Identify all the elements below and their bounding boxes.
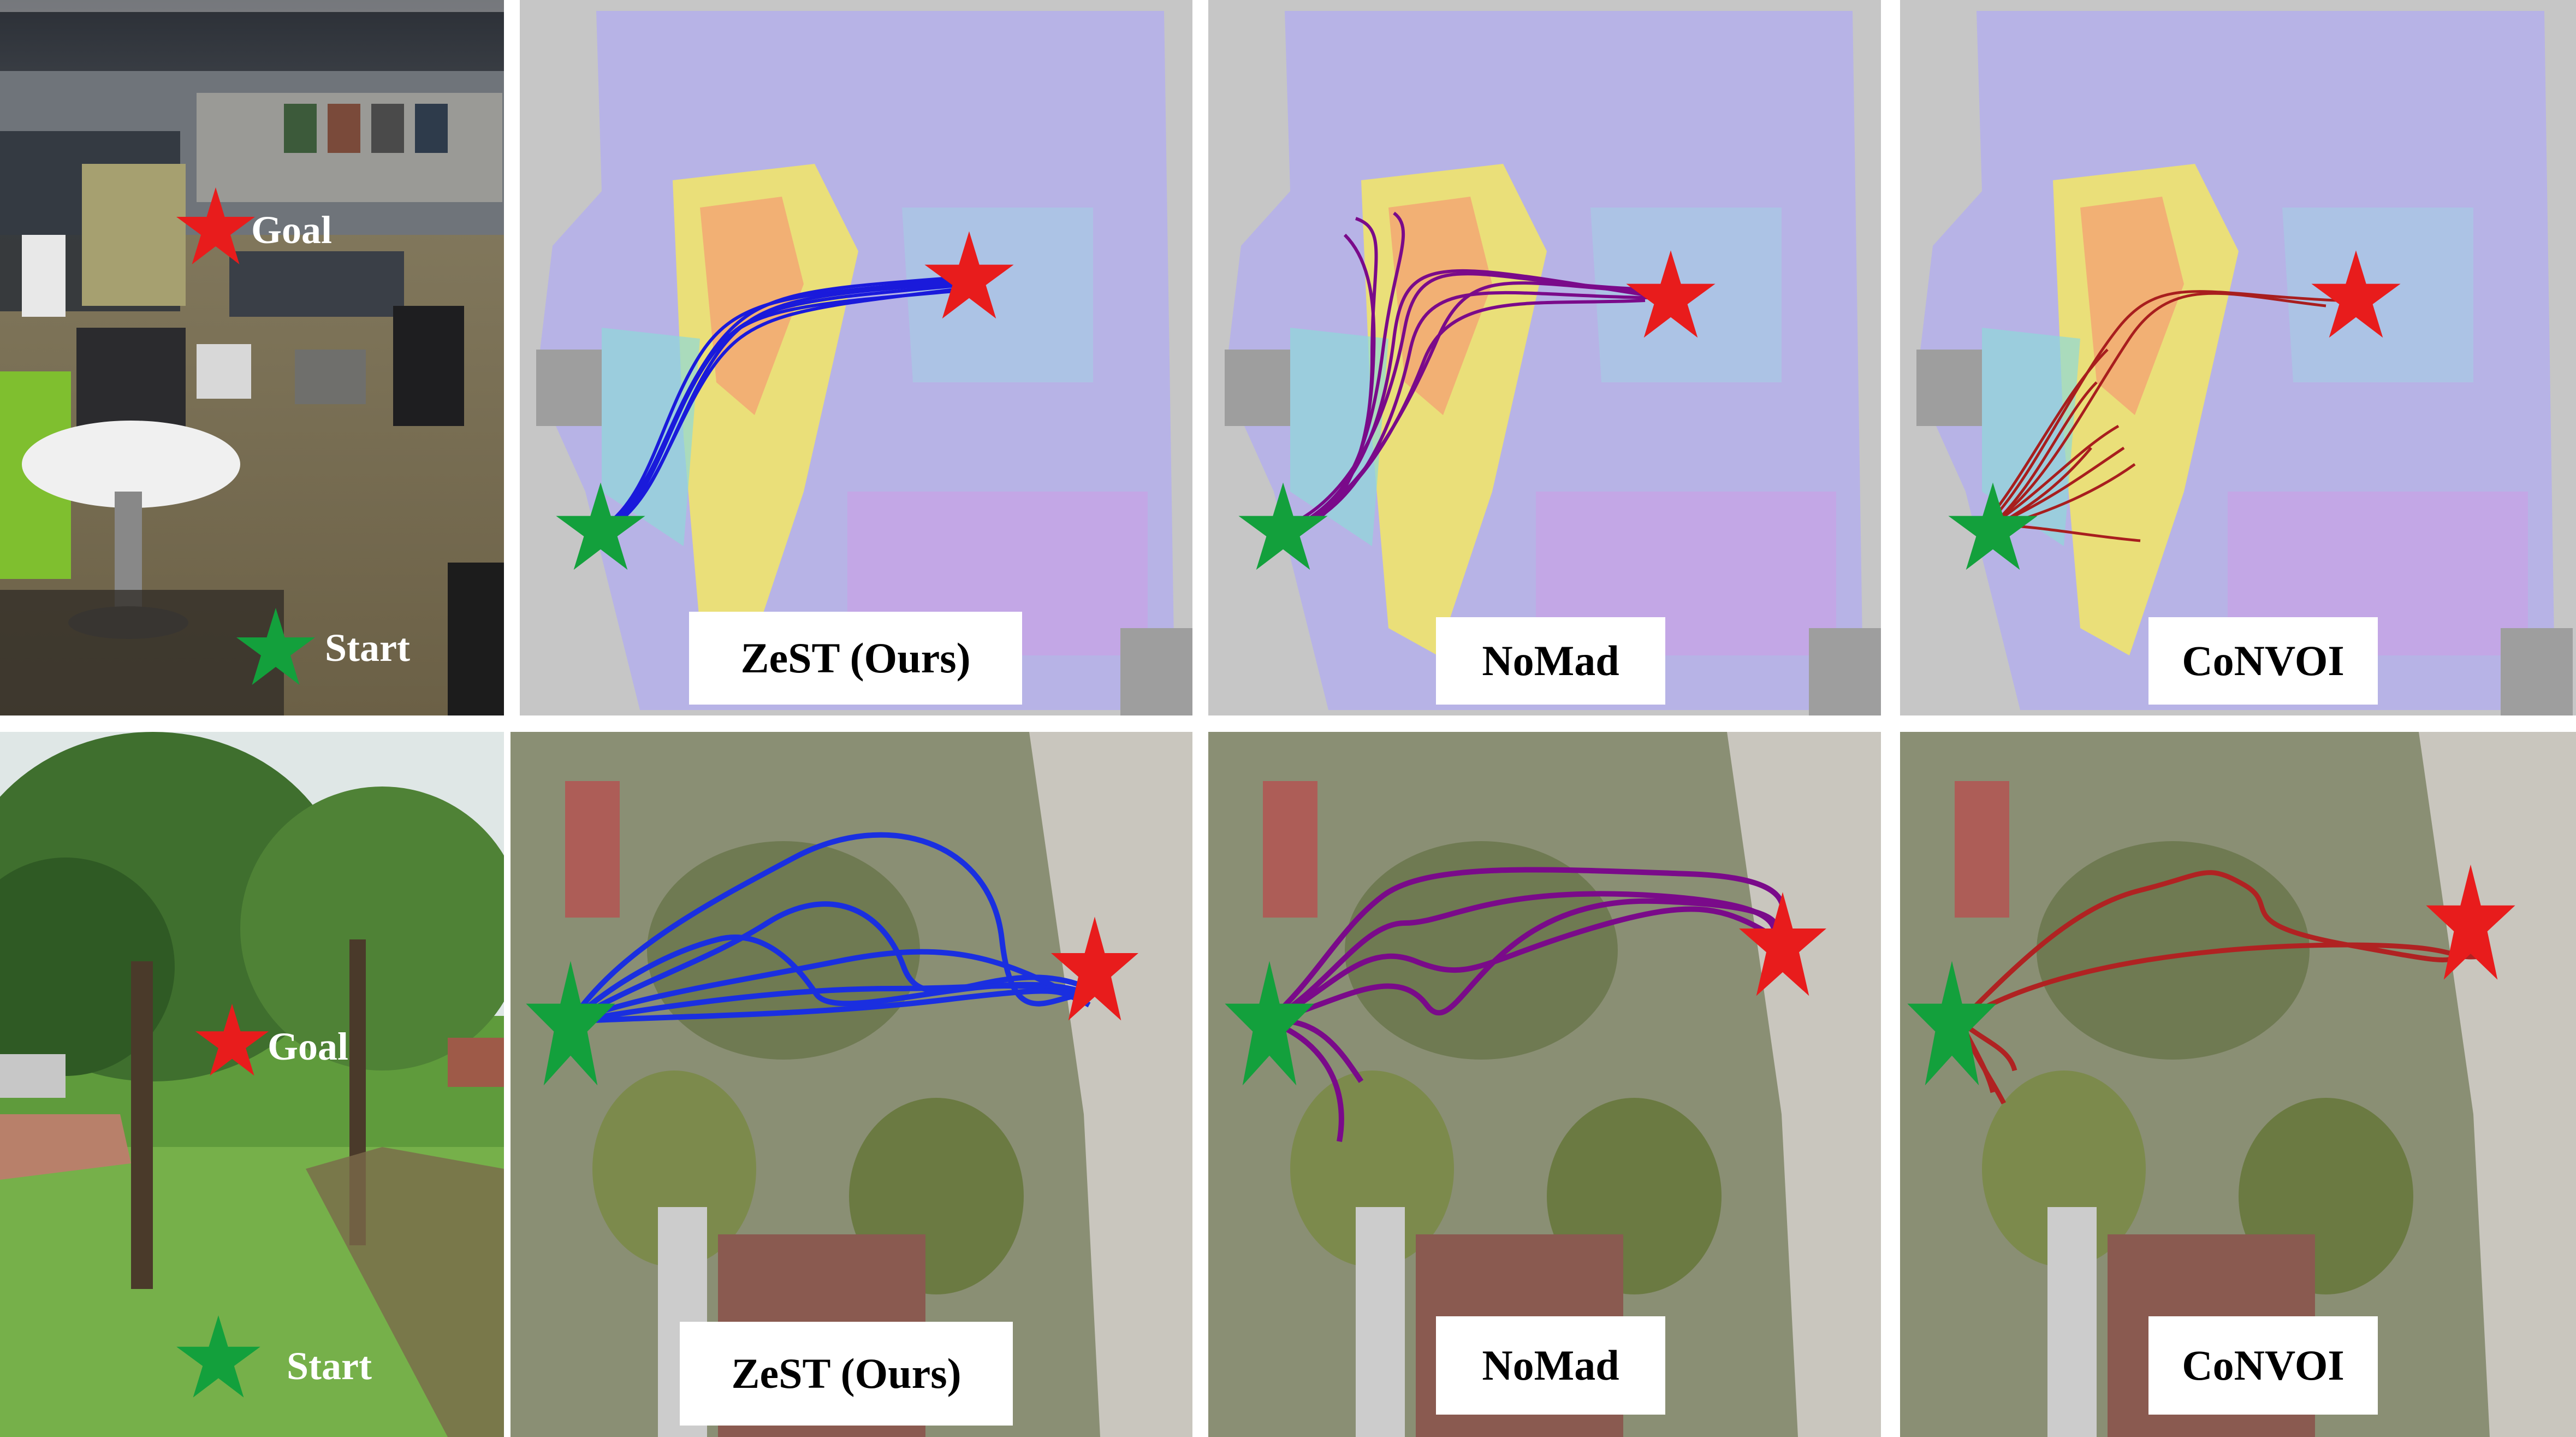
- row1-zest-map: [520, 0, 1192, 715]
- trajectory-path: [605, 285, 978, 533]
- trajectory-path: [1267, 891, 1788, 1024]
- row2-convoi-label: CoNVOI: [2148, 1316, 2378, 1415]
- row2-zest-goal-star-icon: [1051, 916, 1138, 1021]
- row2-scene-goal-star-icon: [195, 1003, 269, 1076]
- row1-zest-label: ZeST (Ours): [689, 612, 1022, 705]
- row2-zest-label: ZeST (Ours): [680, 1322, 1013, 1426]
- trajectory-path: [1989, 381, 2098, 528]
- row1-nomad-map: [1208, 0, 1881, 715]
- trajectory-path: [1958, 870, 2485, 1024]
- trajectory-path: [569, 949, 1091, 1024]
- row1-nomad-start-star-icon: [1238, 482, 1328, 570]
- row1-zest-start-star-icon: [556, 482, 645, 570]
- row2-scene-goal-label: Goal: [268, 1025, 349, 1068]
- row2-scene-start-label: Start: [287, 1344, 372, 1388]
- row1-scene-photo: [0, 0, 504, 715]
- trajectory-path: [568, 832, 1090, 1023]
- trajectory-path: [1985, 348, 2109, 523]
- trajectory-path: [606, 277, 974, 526]
- row2-nomad-goal-star-icon: [1739, 892, 1826, 996]
- row1-convoi-label: CoNVOI: [2148, 617, 2378, 705]
- row1-nomad-goal-star-icon: [1626, 250, 1716, 338]
- row1-convoi-start-star-icon: [1948, 482, 2038, 570]
- row1-convoi-map: [1900, 0, 2576, 715]
- trajectory-path: [570, 988, 1090, 1024]
- trajectory-path: [1992, 424, 2120, 526]
- trajectory-path: [1297, 211, 1405, 529]
- row2-nomad-map: [1208, 732, 1881, 1437]
- row2-convoi-start-star-icon: [1907, 961, 1997, 1086]
- row2-nomad-label: NoMad: [1436, 1316, 1665, 1415]
- row2-scene-photo: [0, 732, 504, 1437]
- row1-nomad-label: NoMad: [1436, 617, 1665, 705]
- trajectory-path: [1300, 272, 1651, 521]
- row2-scene-start-star-icon: [176, 1315, 260, 1398]
- row1-scene-start-star-icon: [236, 608, 315, 685]
- trajectory-path: [1267, 906, 1789, 1024]
- row2-convoi-goal-star-icon: [2426, 864, 2515, 980]
- row1-scene-goal-star-icon: [176, 187, 255, 264]
- trajectory-path: [1991, 292, 2326, 525]
- row1-zest-goal-star-icon: [924, 231, 1014, 319]
- trajectory-path: [570, 983, 1090, 1024]
- row1-convoi-goal-star-icon: [2311, 250, 2401, 338]
- row2-zest-start-star-icon: [526, 961, 615, 1086]
- row1-scene-goal-label: Goal: [251, 208, 333, 252]
- row1-scene-start-label: Start: [325, 626, 410, 670]
- trajectory-path: [601, 288, 974, 530]
- row2-nomad-start-star-icon: [1225, 961, 1314, 1086]
- trajectory-path: [1301, 299, 1646, 527]
